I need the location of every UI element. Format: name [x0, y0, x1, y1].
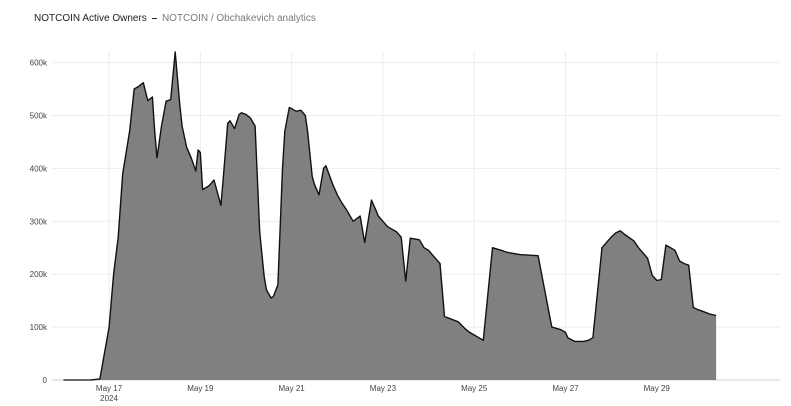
y-tick-label: 400k	[30, 164, 48, 173]
y-tick-label: 200k	[30, 270, 48, 279]
x-tick-label: May 19	[187, 384, 214, 393]
y-tick-label: 500k	[30, 111, 48, 120]
chart-title-main: NOTCOIN Active Owners	[34, 13, 147, 24]
x-tick-label: May 29	[644, 384, 671, 393]
chart-subtitle: NOTCOIN / Obchakevich analytics	[161, 13, 316, 24]
x-tick-label: May 23	[370, 384, 397, 393]
x-tick-label: May 21	[279, 384, 306, 393]
x-tick-sublabel: 2024	[100, 394, 118, 403]
chart-title: NOTCOIN Active Owners – NOTCOIN / Obchak…	[34, 13, 316, 24]
y-tick-label: 100k	[30, 323, 48, 332]
y-tick-label: 600k	[30, 59, 48, 68]
x-tick-label: May 17	[96, 384, 123, 393]
x-tick-label: May 27	[552, 384, 579, 393]
series-line	[90, 51, 717, 381]
plot-area	[63, 51, 717, 381]
chart-title-separator: –	[151, 13, 158, 24]
y-tick-label: 300k	[30, 217, 48, 226]
y-tick-label: 0	[43, 376, 48, 385]
series-area-fill	[90, 52, 717, 380]
y-axis: 0 100k 200k 300k 400k 500k 600k	[30, 59, 48, 385]
x-tick-label: May 25	[461, 384, 488, 393]
